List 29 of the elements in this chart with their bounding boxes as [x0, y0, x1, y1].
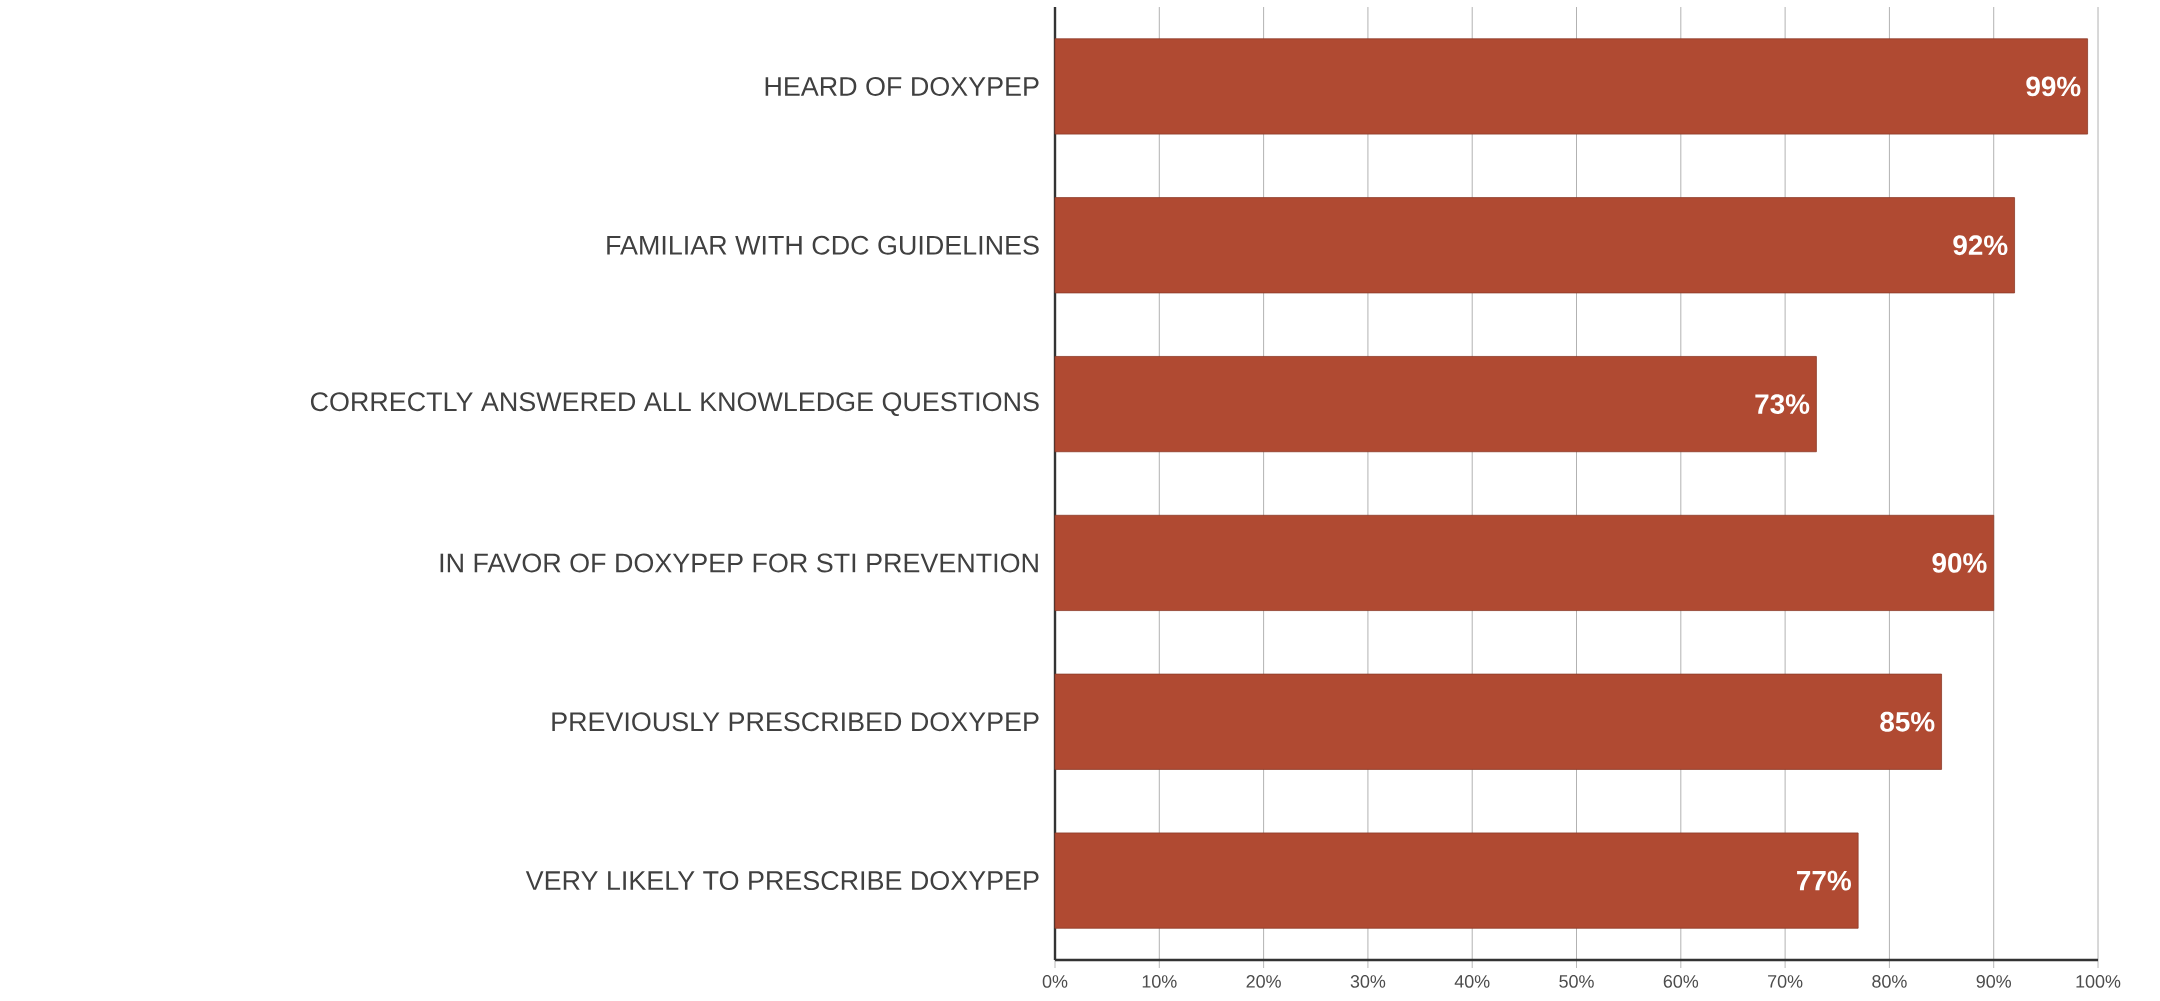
data-label: 85%: [1880, 711, 1935, 732]
x-tick-label: 90%: [1976, 975, 2012, 988]
y-tick-label: IN FAVOR OF DOXYPEP FOR STI PREVENTION: [440, 553, 1038, 573]
x-tick-label: 70%: [1768, 975, 1803, 988]
x-tick-label: 20%: [1246, 975, 1281, 988]
data-label: 90%: [1932, 553, 1987, 573]
x-tick-label: 50%: [1559, 975, 1594, 988]
y-tick-label: VERY LIKELY TO PRESCRIBE DOXYPEP: [525, 871, 1039, 891]
data-label: 77%: [1797, 870, 1851, 891]
data-label: 73%: [1755, 394, 1810, 414]
bar: [1054, 514, 1995, 611]
bar: [1054, 38, 2088, 135]
y-tick-label: HEARD OF DOXYPEP: [765, 76, 1039, 96]
bar: [1054, 197, 2015, 294]
bar: [1054, 832, 1859, 929]
x-tick-label: 10%: [1142, 975, 1177, 988]
bar: [1054, 673, 1942, 770]
x-tick-label: 60%: [1663, 975, 1699, 988]
y-tick-label: CORRECTLY ANSWERED ALL KNOWLEDGE QUESTIONS: [310, 392, 1039, 417]
x-tick-label: 100%: [2076, 975, 2121, 988]
data-label: 99%: [2026, 76, 2081, 97]
bar: [1054, 356, 1817, 453]
data-label: 92%: [1953, 235, 2008, 256]
y-tick-label: PREVIOUSLY PRESCRIBED DOXYPEP: [552, 712, 1039, 732]
y-tick-label: FAMILIAR WITH CDC GUIDELINES: [607, 235, 1039, 255]
x-tick-label: 0%: [1042, 975, 1068, 988]
x-tick-label: 30%: [1350, 975, 1386, 988]
x-tick-label: 40%: [1454, 975, 1490, 988]
x-tick-label: 80%: [1872, 975, 1907, 988]
